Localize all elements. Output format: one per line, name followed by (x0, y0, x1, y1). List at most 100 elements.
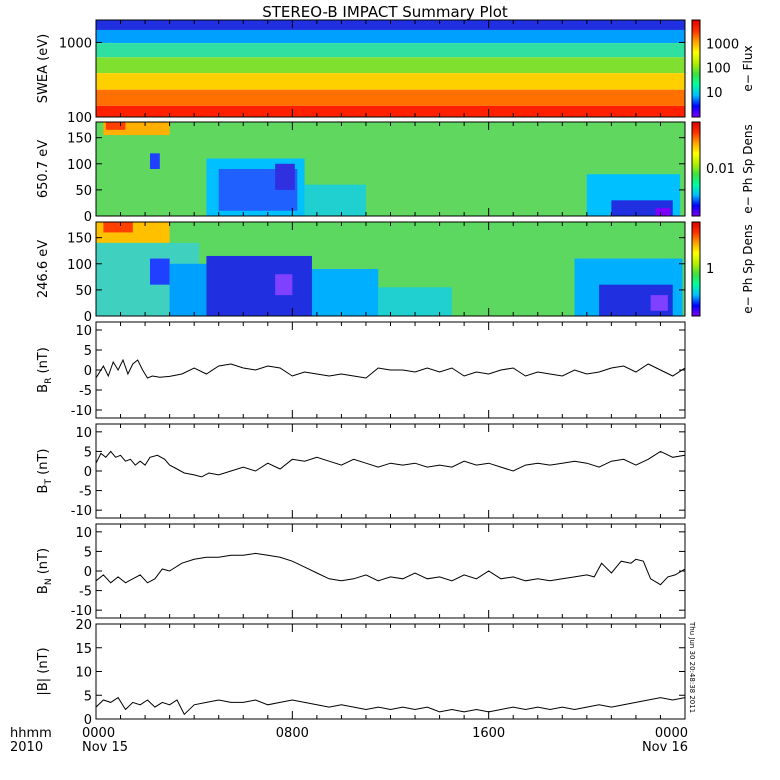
y-axis-label: SWEA (eV) (36, 34, 51, 103)
y-tick-label: 5 (84, 689, 92, 704)
y-tick-label: 100 (67, 111, 92, 126)
heatmap-patch (311, 269, 379, 316)
heatmap-patch (650, 295, 668, 311)
y-tick-label: 5 (84, 445, 92, 460)
heatmap-patch (275, 163, 295, 190)
x-row-label-year: 2010 (10, 740, 43, 755)
colorbar-label: e− Ph Sp Dens (741, 124, 755, 213)
y-axis-label-subscript: T (44, 479, 54, 486)
panel-frame (95, 423, 686, 519)
heatmap-patch (378, 287, 452, 316)
y-tick-label: 15 (75, 642, 92, 657)
line-panel-5 (96, 552, 685, 586)
colorbar-tick-label: 10 (706, 86, 723, 101)
y-axis-label-unit: (nT) (36, 449, 51, 479)
y-tick-label: -10 (71, 404, 92, 419)
x-tick-label: 0000 (82, 726, 115, 741)
y-tick-label: 10 (75, 666, 92, 681)
heatmap-patch (169, 263, 207, 316)
y-tick-label: 100 (67, 258, 92, 273)
y-tick-label: 1000 (59, 36, 92, 51)
heatmap-patch (149, 258, 170, 285)
heatmap-band (96, 89, 685, 106)
colorbar-tick-label: 1 (706, 262, 714, 277)
y-tick-label: 0 (84, 465, 92, 480)
y-axis-label-main: B (36, 585, 51, 594)
y-tick-label: -10 (71, 504, 92, 519)
colorbar-label: e− Ph Sp Dens (741, 224, 755, 313)
y-tick-label: 0 (84, 310, 92, 325)
heatmap-patch (206, 255, 312, 316)
x-tick-label: 0800 (276, 726, 309, 741)
y-axis-label: BR (nT) (36, 347, 54, 393)
heatmap-patch (149, 153, 160, 169)
y-tick-label: 5 (84, 545, 92, 560)
y-tick-label: 50 (75, 284, 92, 299)
heatmap-panel-2 (96, 222, 685, 316)
heatmap-patch (655, 208, 671, 216)
y-tick-label: 20 (75, 618, 92, 633)
y-axis-label-subscript: R (44, 378, 54, 384)
heatmap-panel-1 (96, 122, 685, 216)
heatmap-band (96, 29, 685, 44)
y-axis-label: 246.6 eV (36, 240, 51, 298)
line-panel-3 (96, 358, 685, 379)
x-date-label: Nov 15 (82, 740, 128, 755)
x-date-label: Nov 16 (642, 740, 688, 755)
y-axis-label-main: B (36, 485, 51, 494)
y-axis-label: |B| (nT) (36, 647, 51, 695)
y-tick-label: 10 (75, 426, 92, 441)
y-tick-label: 50 (75, 184, 92, 199)
series-line (96, 450, 685, 478)
heatmap-panel-0 (96, 20, 685, 117)
y-tick-label: 150 (67, 232, 92, 247)
colorbar-label: e− Flux (741, 45, 755, 91)
heatmap-band (96, 73, 685, 90)
colorbar (691, 121, 701, 217)
plot-timestamp: Thu Jun 30 20:48:38 2011 (688, 622, 696, 714)
line-panel-6 (96, 696, 685, 716)
y-tick-label: -5 (79, 384, 92, 399)
y-tick-label: 100 (67, 158, 92, 173)
heatmap-patch (304, 184, 366, 216)
plot-title: STEREO-B IMPACT Summary Plot (262, 3, 508, 21)
series-line (96, 552, 685, 586)
y-tick-label: -10 (71, 604, 92, 619)
y-tick-label: 0 (84, 565, 92, 580)
y-axis-label-unit: (nT) (36, 548, 51, 578)
heatmap-band (96, 105, 685, 117)
y-axis-label-main: 650.7 eV (36, 140, 51, 198)
heatmap-patch (275, 274, 293, 296)
colorbar-tick-label: 0.01 (706, 162, 735, 177)
y-tick-label: 150 (67, 132, 92, 147)
y-axis-label-main: |B| (nT) (36, 647, 51, 695)
y-axis-label-unit: (nT) (36, 347, 51, 377)
y-axis-label-main: 246.6 eV (36, 240, 51, 298)
heatmap-band (96, 20, 685, 30)
y-tick-label: 5 (84, 344, 92, 359)
colorbar-tick-label: 1000 (706, 37, 739, 52)
series-line (96, 696, 685, 716)
heatmap-patch (103, 222, 133, 233)
heatmap-band (96, 43, 685, 58)
y-axis-label-main: B (36, 384, 51, 393)
y-axis-label: BN (nT) (36, 548, 54, 594)
panel-frame (95, 523, 686, 619)
heatmap-patch (105, 122, 126, 130)
colorbar (691, 19, 701, 118)
x-tick-label: 1600 (472, 726, 505, 741)
y-tick-label: 0 (84, 210, 92, 225)
x-row-label-hhmm: hhmm (10, 726, 52, 741)
y-tick-label: -5 (79, 485, 92, 500)
y-axis-label: 650.7 eV (36, 140, 51, 198)
y-tick-label: -5 (79, 585, 92, 600)
colorbar (691, 221, 701, 317)
colorbar-tick-label: 100 (706, 62, 731, 77)
y-axis-label-subscript: N (44, 578, 54, 585)
line-panel-4 (96, 450, 685, 478)
y-tick-label: 10 (75, 526, 92, 541)
y-tick-label: 0 (84, 364, 92, 379)
